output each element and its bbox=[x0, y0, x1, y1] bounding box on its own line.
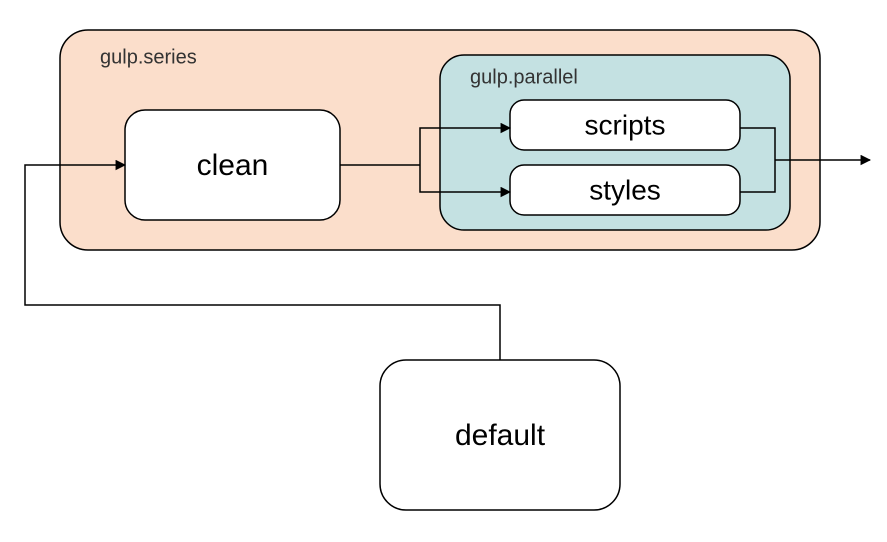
node-default: default bbox=[380, 360, 620, 510]
diagram-canvas: gulp.series gulp.parallel clean scripts … bbox=[0, 0, 887, 542]
node-styles: styles bbox=[510, 165, 740, 215]
series-label: gulp.series bbox=[100, 47, 197, 69]
parallel-label: gulp.parallel bbox=[470, 67, 578, 89]
node-styles-label: styles bbox=[589, 174, 661, 205]
node-clean: clean bbox=[125, 110, 340, 220]
node-scripts-label: scripts bbox=[585, 109, 666, 140]
node-default-label: default bbox=[455, 419, 546, 452]
node-clean-label: clean bbox=[197, 149, 269, 182]
node-scripts: scripts bbox=[510, 100, 740, 150]
